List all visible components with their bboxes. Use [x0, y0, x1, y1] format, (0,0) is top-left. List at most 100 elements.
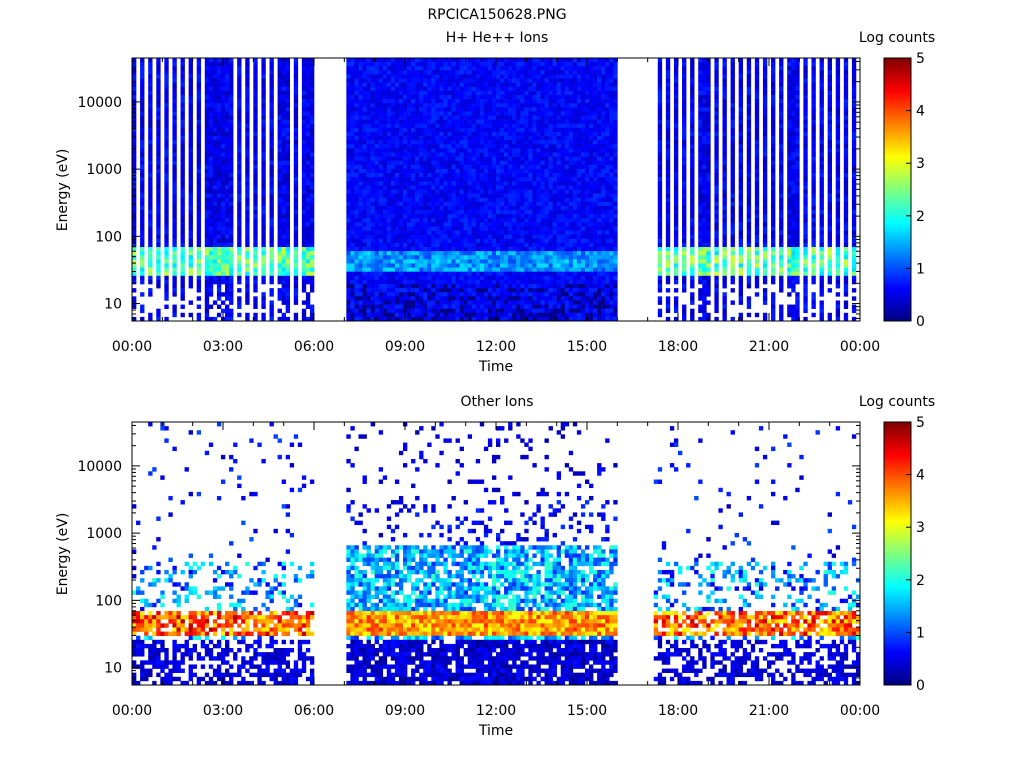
heatmap-cell: [431, 181, 436, 186]
heatmap-cell: [208, 292, 214, 297]
heatmap-cell: [293, 255, 299, 260]
heatmap-cell: [415, 255, 420, 260]
heatmap-cell: [277, 127, 282, 133]
heatmap-cell: [208, 218, 214, 223]
heatmap-cell: [285, 86, 291, 92]
heatmap-cell: [516, 218, 521, 223]
heatmap-cell: [305, 300, 311, 305]
heatmap-cell: [301, 284, 307, 289]
heatmap-cell: [237, 177, 242, 182]
heatmap-cell: [483, 267, 489, 272]
heatmap-cell: [398, 205, 404, 211]
heatmap-cell: [225, 214, 230, 219]
heatmap-cell: [281, 292, 286, 297]
heatmap-cell: [261, 271, 266, 277]
heatmap-cell: [516, 308, 521, 314]
heatmap-cell: [301, 193, 307, 199]
heatmap-cell: [528, 82, 533, 88]
heatmap-cell: [475, 218, 481, 223]
heatmap-cell: [309, 131, 315, 137]
heatmap-cell: [229, 234, 234, 240]
heatmap-cell: [362, 226, 367, 231]
heatmap-cell: [196, 214, 202, 219]
heatmap-cell: [358, 86, 363, 92]
heatmap-cell: [309, 288, 315, 293]
heatmap-cell: [293, 214, 299, 219]
heatmap-cell: [366, 115, 371, 120]
heatmap-cell: [463, 127, 468, 133]
heatmap-cell: [423, 205, 428, 211]
heatmap-cell: [172, 86, 177, 92]
heatmap-cell: [439, 247, 444, 252]
heatmap-cell: [415, 70, 420, 75]
heatmap-cell: [204, 304, 210, 309]
heatmap-cell: [370, 78, 375, 83]
heatmap-cell: [548, 288, 553, 293]
heatmap-cell: [366, 131, 371, 137]
heatmap-cell: [427, 152, 432, 157]
heatmap-cell: [229, 144, 234, 149]
heatmap-cell: [156, 111, 161, 116]
heatmap-cell: [443, 193, 448, 199]
heatmap-cell: [407, 279, 412, 285]
heatmap-cell: [398, 94, 404, 100]
heatmap-cell: [439, 111, 444, 116]
heatmap-cell: [156, 218, 161, 223]
heatmap-cell: [520, 296, 525, 301]
heatmap-cell: [508, 103, 513, 108]
heatmap-cell: [447, 144, 452, 149]
heatmap-cell: [467, 78, 473, 83]
heatmap-cell: [471, 111, 477, 116]
heatmap-cell: [524, 82, 529, 88]
heatmap-cell: [475, 58, 481, 63]
heatmap-cell: [415, 312, 420, 318]
heatmap-cell: [504, 66, 509, 71]
heatmap-cell: [204, 242, 210, 248]
heatmap-cell: [419, 222, 424, 227]
heatmap-cell: [398, 259, 404, 264]
heatmap-cell: [427, 62, 432, 67]
heatmap-cell: [281, 247, 286, 252]
heatmap-cell: [245, 103, 250, 108]
heatmap-cell: [350, 275, 355, 281]
heatmap-cell: [354, 82, 359, 88]
heatmap-cell: [362, 177, 367, 182]
heatmap-cell: [443, 308, 448, 314]
heatmap-cell: [467, 177, 473, 182]
heatmap-cell: [305, 62, 311, 67]
heatmap-cell: [370, 70, 375, 75]
heatmap-cell: [479, 181, 485, 186]
heatmap-cell: [532, 70, 537, 75]
heatmap-cell: [164, 316, 169, 322]
heatmap-cell: [516, 144, 521, 149]
heatmap-cell: [524, 86, 529, 92]
heatmap-cell: [358, 222, 363, 227]
heatmap-cell: [394, 78, 400, 83]
heatmap-cell: [512, 242, 517, 248]
heatmap-cell: [398, 308, 404, 314]
heatmap-cell: [301, 214, 307, 219]
heatmap-cell: [435, 189, 440, 194]
heatmap-cell: [229, 316, 234, 322]
heatmap-cell: [463, 193, 468, 199]
heatmap-cell: [443, 148, 448, 153]
heatmap-cell: [536, 316, 541, 322]
heatmap-cell: [508, 292, 513, 297]
heatmap-cell: [156, 230, 161, 235]
heatmap-cell: [516, 238, 521, 244]
heatmap-cell: [471, 82, 477, 88]
heatmap-cell: [305, 222, 311, 227]
heatmap-cell: [220, 140, 226, 145]
heatmap-cell: [180, 210, 185, 215]
heatmap-cell: [132, 271, 137, 277]
heatmap-cell: [229, 230, 234, 235]
heatmap-cell: [544, 210, 549, 215]
heatmap-cell: [407, 99, 412, 104]
heatmap-cell: [261, 115, 266, 120]
heatmap-cell: [269, 275, 274, 281]
heatmap-cell: [419, 177, 424, 182]
heatmap-cell: [382, 181, 388, 186]
heatmap-cell: [237, 279, 242, 285]
heatmap-cell: [277, 189, 282, 194]
heatmap-cell: [156, 164, 161, 170]
